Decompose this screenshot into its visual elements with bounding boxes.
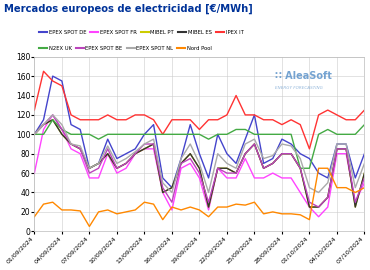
Text: ∷ AleaSoft: ∷ AleaSoft [275, 71, 332, 81]
Legend: N2EX UK, EPEX SPOT BE, EPEX SPOT NL, Nord Pool: N2EX UK, EPEX SPOT BE, EPEX SPOT NL, Nor… [37, 44, 214, 53]
Text: Mercados europeos de electricidad [€/MWh]: Mercados europeos de electricidad [€/MWh… [4, 4, 252, 14]
Text: ENERGY FORECASTING: ENERGY FORECASTING [275, 86, 323, 90]
